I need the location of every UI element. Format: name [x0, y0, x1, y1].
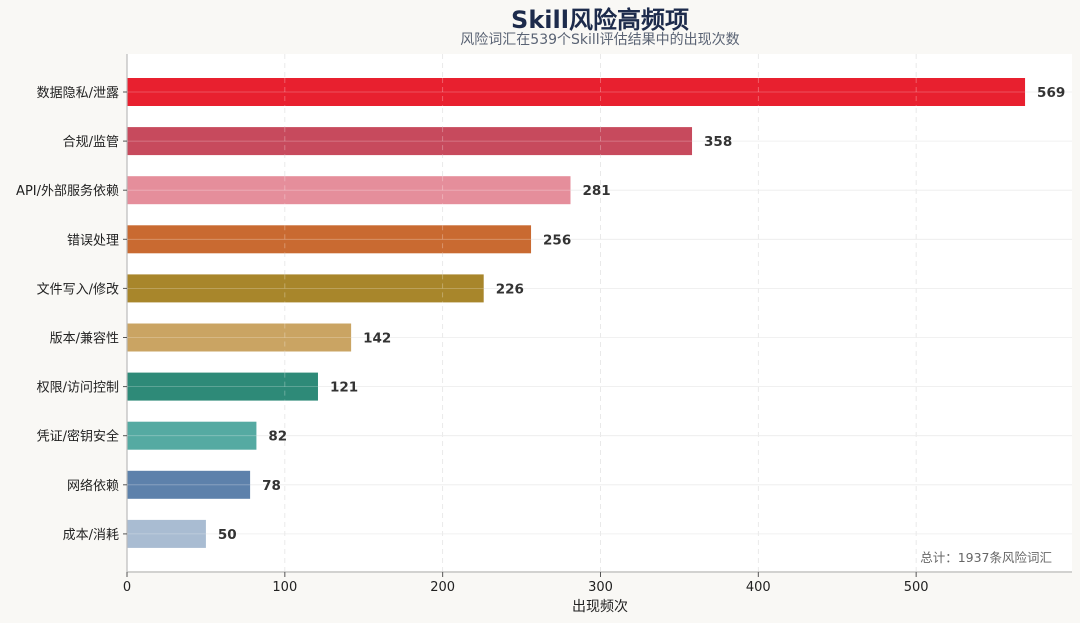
- category-label-3: 错误处理: [67, 233, 119, 248]
- x-axis-ticks: 0 100 200 300 400 500: [123, 572, 929, 595]
- bar-3: [127, 225, 532, 254]
- x-tick-label-3: 300: [588, 580, 613, 595]
- category-label-1: 合规/监管: [63, 135, 119, 150]
- value-label-2: 281: [583, 183, 611, 199]
- chart-subtitle: 风险词汇在539个Skill评估结果中的出现次数: [460, 32, 739, 48]
- category-label-9: 成本/消耗: [63, 528, 119, 543]
- bar-1: [127, 127, 693, 156]
- value-label-4: 226: [496, 281, 524, 297]
- category-label-7: 凭证/密钥安全: [37, 429, 119, 445]
- category-label-0: 数据隐私/泄露: [37, 86, 119, 101]
- bar-7: [127, 421, 257, 450]
- bars: [127, 78, 1026, 548]
- x-tick-label-5: 500: [904, 580, 929, 595]
- bar-6: [127, 372, 318, 401]
- bar-0: [127, 78, 1026, 106]
- x-tick-label-2: 200: [430, 580, 455, 595]
- value-label-1: 358: [704, 134, 732, 150]
- bar-8: [127, 470, 251, 499]
- value-label-7: 82: [268, 429, 287, 445]
- bar-5: [127, 323, 352, 352]
- value-label-5: 142: [363, 331, 391, 347]
- value-label-6: 121: [330, 380, 358, 396]
- bar-4: [127, 274, 484, 303]
- x-tick-label-1: 100: [272, 580, 297, 595]
- bar-2: [127, 176, 571, 205]
- total-annotation: 总计：1937条风险词汇: [920, 550, 1052, 565]
- category-label-2: API/外部服务依赖: [16, 183, 119, 199]
- value-label-8: 78: [262, 478, 281, 494]
- bar-9: [127, 519, 206, 548]
- category-label-8: 网络依赖: [67, 478, 119, 494]
- value-label-9: 50: [218, 527, 237, 543]
- value-labels: 569 358 281 256 226 142 121 82 78 50: [218, 85, 1065, 543]
- category-label-6: 权限/访问控制: [37, 380, 119, 396]
- x-tick-label-4: 400: [746, 580, 771, 595]
- x-tick-label-0: 0: [123, 580, 131, 595]
- chart-title: Skill风险高频项: [511, 6, 689, 34]
- value-label-0: 569: [1037, 85, 1065, 101]
- category-label-5: 版本/兼容性: [50, 331, 119, 347]
- value-label-3: 256: [543, 232, 571, 248]
- category-label-4: 文件写入/修改: [37, 282, 119, 297]
- x-axis-title: 出现频次: [572, 599, 628, 615]
